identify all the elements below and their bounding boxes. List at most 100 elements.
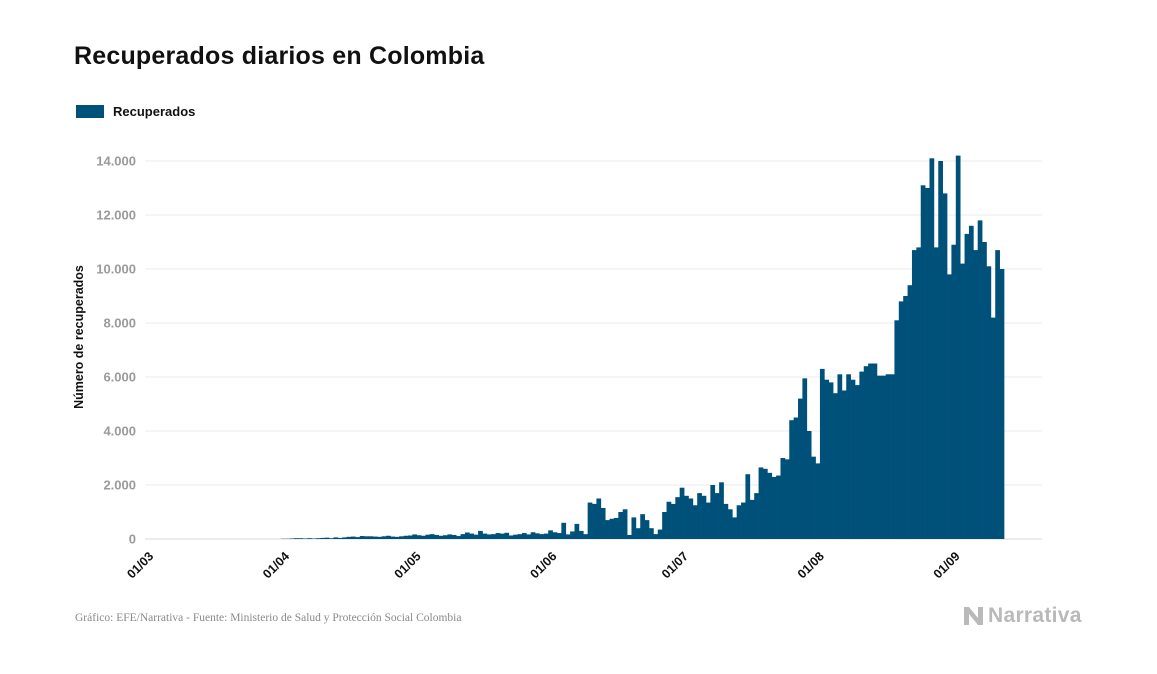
- bar: [372, 536, 378, 539]
- bar: [307, 538, 312, 539]
- y-tick-label: 8.000: [103, 316, 136, 331]
- bar: [833, 393, 838, 539]
- bar: [530, 532, 536, 539]
- bar: [802, 378, 808, 539]
- bar: [657, 529, 663, 539]
- bar: [469, 533, 475, 539]
- bar: [701, 495, 707, 539]
- bar: [486, 534, 492, 539]
- bar: [499, 533, 505, 539]
- bar: [714, 493, 720, 539]
- bar: [705, 502, 711, 539]
- legend-label: Recuperados: [113, 104, 196, 119]
- bar: [552, 532, 558, 539]
- bar: [521, 533, 527, 539]
- bar: [890, 374, 895, 539]
- brand-name: Narrativa: [988, 604, 1082, 627]
- bar: [583, 534, 588, 539]
- bar: [719, 482, 724, 539]
- bar: [964, 233, 970, 539]
- bar: [315, 538, 321, 539]
- bar: [364, 536, 369, 539]
- bar: [780, 458, 786, 539]
- bar: [973, 250, 979, 539]
- bar: [526, 534, 532, 539]
- bar: [473, 534, 479, 539]
- bar: [329, 538, 334, 539]
- bar: [386, 535, 391, 539]
- bar: [995, 250, 1000, 539]
- y-axis-ticks: 0 2.000 4.000 6.000 8.000 10.000 12.000 14.000: [96, 154, 136, 547]
- bar: [346, 536, 352, 539]
- bar: [355, 537, 361, 539]
- bar: [587, 502, 593, 539]
- bar: [684, 495, 689, 539]
- bar: [872, 363, 878, 539]
- bar: [359, 536, 365, 539]
- bar: [596, 498, 602, 539]
- bar: [613, 517, 619, 539]
- bar: [798, 398, 803, 539]
- x-tick-label: 01/04: [260, 549, 292, 581]
- bar: [670, 503, 676, 539]
- x-tick-label: 01/05: [392, 549, 424, 581]
- y-tick-label: 4.000: [103, 424, 136, 439]
- bar: [635, 528, 641, 539]
- x-tick-label: 01/08: [795, 549, 827, 581]
- bar: [784, 459, 790, 539]
- bar: [894, 320, 900, 539]
- bar: [762, 468, 768, 539]
- bar: [925, 188, 930, 539]
- bar: [929, 158, 935, 540]
- bar: [543, 533, 549, 539]
- bar: [920, 185, 926, 540]
- bar: [294, 538, 299, 539]
- bar: [592, 503, 597, 539]
- bar: [517, 534, 523, 539]
- brand-logo: Narrativa: [963, 604, 1082, 628]
- bar: [675, 497, 681, 539]
- bar: [482, 533, 488, 539]
- bar: [754, 493, 759, 539]
- bar: [771, 476, 777, 539]
- bar: [999, 269, 1005, 539]
- bar: [565, 534, 571, 539]
- bar: [495, 533, 501, 539]
- bar: [443, 535, 448, 539]
- bar: [390, 536, 396, 539]
- bar: [662, 512, 667, 539]
- bar: [732, 517, 738, 539]
- bar: [947, 274, 952, 539]
- y-tick-label: 2.000: [103, 478, 136, 493]
- x-axis-ticks: 01/03 01/04 01/05 01/06 01/07 01/08 01/09: [124, 549, 962, 581]
- bar: [710, 485, 716, 539]
- bar: [982, 242, 987, 539]
- bar: [333, 537, 339, 539]
- bar: [578, 530, 584, 539]
- y-tick-label: 6.000: [103, 370, 136, 385]
- bar: [618, 512, 624, 539]
- bar: [508, 535, 514, 539]
- bar: [350, 536, 356, 539]
- bar: [977, 220, 983, 539]
- bar: [429, 534, 435, 539]
- bar: [819, 368, 825, 539]
- bar: [342, 537, 347, 539]
- bar: [539, 534, 545, 539]
- y-tick-label: 14.000: [96, 154, 136, 169]
- bar: [789, 420, 794, 539]
- bar: [885, 374, 891, 539]
- bar: [570, 531, 575, 539]
- bar: [824, 379, 830, 539]
- bar: [727, 509, 733, 539]
- source-credit: Gráfico: EFE/Narrativa - Fuente: Ministe…: [75, 612, 462, 624]
- bar: [324, 537, 330, 539]
- y-tick-label: 10.000: [96, 262, 136, 277]
- legend: Recuperados: [76, 104, 195, 119]
- bar: [942, 193, 948, 539]
- bar: [574, 523, 580, 539]
- bar: [491, 534, 496, 539]
- bar: [767, 472, 773, 539]
- bar: [631, 517, 637, 539]
- bar: [688, 498, 694, 539]
